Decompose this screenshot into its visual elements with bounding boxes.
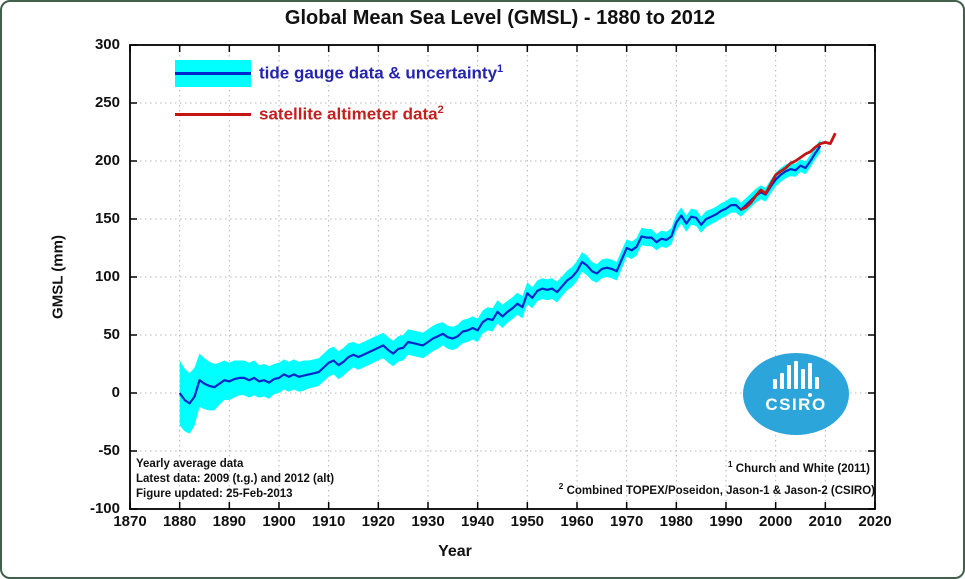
- y-tick-label: 100: [94, 268, 120, 285]
- x-axis-label: Year: [438, 543, 472, 560]
- note-figure-updated: Figure updated: 25-Feb-2013: [136, 488, 293, 500]
- logo-bar: [808, 363, 812, 389]
- y-tick-label: -50: [98, 442, 120, 459]
- chart-title: Global Mean Sea Level (GMSL) - 1880 to 2…: [284, 7, 716, 29]
- legend-tide-gauge-text: tide gauge data & uncertainty: [259, 63, 498, 83]
- x-tick-label: 2020: [858, 513, 892, 530]
- x-tick-label: 1920: [361, 513, 396, 530]
- legend-tide-gauge-line: [175, 72, 251, 75]
- csiro-logo: CSIRO: [743, 353, 849, 435]
- footnote-1-text: Church and White (2011): [732, 462, 870, 475]
- x-tick-label: 1940: [460, 513, 495, 530]
- logo-bar: [801, 369, 805, 389]
- y-tick-label: 250: [94, 94, 120, 111]
- footnote-satellite-missions: 2 Combined TOPEX/Poseidon, Jason-1 & Jas…: [420, 481, 875, 497]
- y-tick-label: 200: [94, 152, 120, 169]
- footnote-church-white: 1 Church and White (2011): [500, 459, 870, 475]
- y-tick-label: 50: [103, 326, 120, 343]
- y-tick-label: 150: [94, 210, 120, 227]
- legend-satellite-line: [175, 113, 251, 116]
- legend-tide-gauge-swatch: [175, 60, 251, 87]
- x-tick-label: 1900: [262, 513, 296, 530]
- y-tick-label: -100: [89, 500, 120, 517]
- legend-tide-gauge-sup: 1: [497, 63, 504, 75]
- logo-bar: [780, 373, 784, 389]
- logo-bar: [787, 365, 791, 389]
- x-tick-label: 1880: [162, 513, 197, 530]
- satellite-line: [740, 132, 837, 211]
- footnote-1-sup: 1: [727, 459, 733, 469]
- footnote-2-text: Combined TOPEX/Poseidon, Jason-1 & Jason…: [563, 484, 875, 497]
- x-tick-label: 1930: [411, 513, 445, 530]
- y-axis-label: GMSL (mm): [49, 235, 67, 319]
- x-tick-label: 1970: [609, 513, 644, 530]
- legend-satellite-sup: 2: [437, 104, 444, 116]
- note-yearly-average: Yearly average data: [136, 458, 244, 470]
- x-tick-label: 1890: [212, 513, 247, 530]
- legend-satellite-label: satellite altimeter data2: [259, 104, 444, 125]
- x-tick-label: 1990: [709, 513, 743, 530]
- logo-dot: [808, 393, 812, 397]
- x-tick-label: 1960: [560, 513, 594, 530]
- legend-tide-gauge-label: tide gauge data & uncertainty1: [259, 63, 503, 84]
- data-notes-block: Yearly average data Latest data: 2009 (t…: [136, 457, 334, 502]
- legend-satellite-text: satellite altimeter data: [259, 104, 438, 124]
- y-tick-label: 300: [94, 36, 120, 53]
- note-latest-data: Latest data: 2009 (t.g.) and 2012 (alt): [136, 473, 335, 485]
- x-tick-label: 1870: [113, 513, 147, 530]
- x-tick-label: 1950: [510, 513, 545, 530]
- x-tick-label: 1980: [659, 513, 694, 530]
- x-tick-label: 2000: [758, 513, 793, 530]
- x-tick-label: 2010: [808, 513, 843, 530]
- logo-bar: [773, 379, 777, 389]
- logo-bar: [815, 377, 819, 389]
- uncertainty-band: [179, 139, 821, 434]
- y-tick-label: 0: [111, 384, 120, 401]
- logo-bar: [794, 361, 798, 389]
- footnote-2-sup: 2: [558, 481, 564, 491]
- x-tick-label: 1910: [311, 513, 346, 530]
- csiro-logo-text: CSIRO: [765, 395, 827, 414]
- tide-gauge-line: [178, 145, 822, 405]
